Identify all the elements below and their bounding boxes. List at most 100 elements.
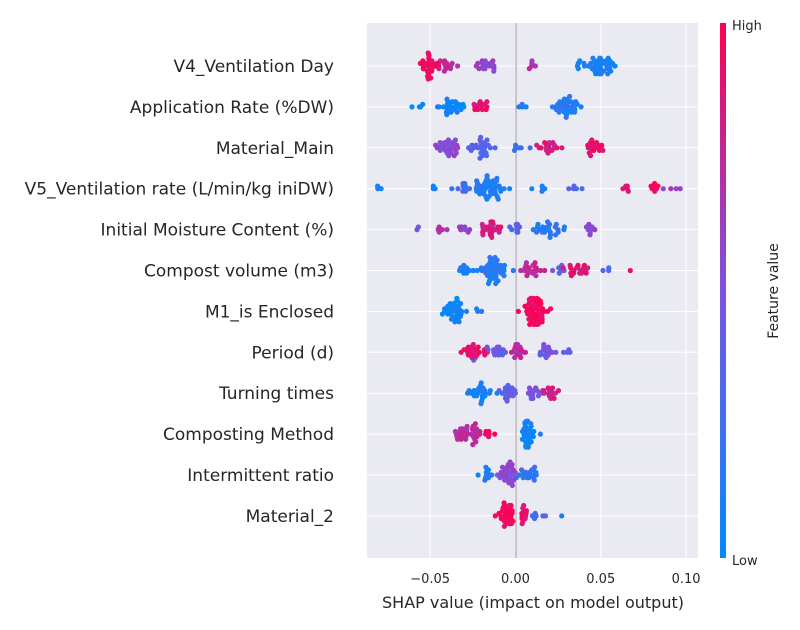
shap-point xyxy=(581,60,587,66)
shap-point xyxy=(448,316,454,322)
shap-point xyxy=(553,349,559,355)
shap-point xyxy=(625,188,631,194)
shap-point xyxy=(470,267,476,274)
shap-point xyxy=(575,262,581,268)
shap-point xyxy=(559,513,565,519)
shap-point xyxy=(440,104,446,110)
shap-point xyxy=(420,58,426,64)
shap-point xyxy=(598,71,604,77)
shap-point xyxy=(430,183,436,189)
shap-point xyxy=(468,147,474,153)
shap-point xyxy=(465,390,471,396)
shap-point xyxy=(514,221,521,227)
shap-point xyxy=(483,153,490,159)
shap-point xyxy=(518,354,524,361)
shap-point xyxy=(426,51,432,57)
shap-point xyxy=(673,186,679,192)
shap-point xyxy=(533,513,539,519)
shap-point xyxy=(445,303,451,309)
shap-point xyxy=(466,186,473,192)
shap-point xyxy=(492,513,498,519)
shap-point xyxy=(494,472,500,478)
feature-label: Material_Main xyxy=(216,139,334,159)
shap-point xyxy=(439,311,445,317)
shap-point xyxy=(660,186,666,192)
shap-point xyxy=(504,398,510,404)
shap-point xyxy=(532,260,538,266)
points-layer xyxy=(375,50,683,529)
shap-point xyxy=(509,385,515,391)
shap-point xyxy=(560,349,567,355)
x-tick-label: 0.10 xyxy=(672,572,701,587)
shap-point xyxy=(516,472,522,478)
shap-point xyxy=(553,221,559,227)
shap-point xyxy=(442,147,448,153)
shap-point xyxy=(491,68,497,74)
shap-point xyxy=(492,256,498,262)
shap-point xyxy=(482,477,488,483)
shap-point xyxy=(590,140,596,146)
shap-point xyxy=(515,308,522,314)
shap-point xyxy=(535,221,541,227)
shap-point xyxy=(572,109,578,115)
shap-point xyxy=(532,63,539,69)
shap-point xyxy=(550,267,556,274)
shap-point xyxy=(560,265,566,271)
shap-point xyxy=(454,109,460,115)
shap-point xyxy=(490,58,496,64)
shap-point xyxy=(435,227,441,233)
shap-point xyxy=(597,55,604,61)
feature-label: Initial Moisture Content (%) xyxy=(101,221,334,241)
shap-point xyxy=(487,254,493,261)
shap-point xyxy=(482,388,488,394)
shap-point xyxy=(485,142,491,148)
shap-point xyxy=(551,395,557,401)
shap-point xyxy=(528,439,534,445)
shap-point xyxy=(456,101,462,107)
shap-point xyxy=(529,58,535,64)
shap-point xyxy=(482,352,488,358)
shap-point xyxy=(519,101,525,107)
shap-point xyxy=(542,186,548,192)
feature-labels: V4_Ventilation Day Application Rate (%DW)… xyxy=(25,57,334,527)
x-tick-label: −0.05 xyxy=(410,572,450,587)
feature-label: Material_2 xyxy=(246,507,334,527)
shap-point xyxy=(441,68,447,74)
shap-point xyxy=(578,104,584,110)
shap-point xyxy=(587,232,593,238)
shap-point xyxy=(561,224,568,230)
shap-point xyxy=(542,267,548,274)
shap-point xyxy=(586,221,592,227)
shap-point xyxy=(488,191,494,197)
shap-point xyxy=(436,66,442,72)
shap-point xyxy=(494,175,500,181)
shap-point xyxy=(512,354,518,361)
shap-point xyxy=(522,515,528,522)
shap-point xyxy=(494,344,500,350)
shap-point xyxy=(533,273,539,279)
shap-point xyxy=(445,311,451,317)
shap-point xyxy=(444,112,450,118)
shap-point xyxy=(545,219,551,225)
shap-point xyxy=(469,142,475,148)
shap-point xyxy=(605,55,611,61)
shap-point xyxy=(492,145,498,151)
shap-point xyxy=(415,224,421,230)
shap-point xyxy=(505,382,511,388)
shap-point xyxy=(541,308,547,314)
shap-point xyxy=(478,380,484,386)
shap-point xyxy=(455,63,461,69)
colorbar-high-label: High xyxy=(732,19,762,34)
shap-point xyxy=(475,472,481,478)
shap-point xyxy=(537,431,544,437)
shap-point xyxy=(509,482,515,488)
shap-point xyxy=(434,60,440,66)
shap-point xyxy=(472,421,478,427)
shap-point xyxy=(491,347,497,353)
shap-point xyxy=(477,155,483,161)
shap-point xyxy=(539,319,545,325)
feature-label: V5_Ventilation rate (L/min/kg iniDW) xyxy=(25,180,334,200)
shap-point xyxy=(486,428,492,435)
shap-point xyxy=(456,224,463,230)
shap-point xyxy=(526,265,532,271)
